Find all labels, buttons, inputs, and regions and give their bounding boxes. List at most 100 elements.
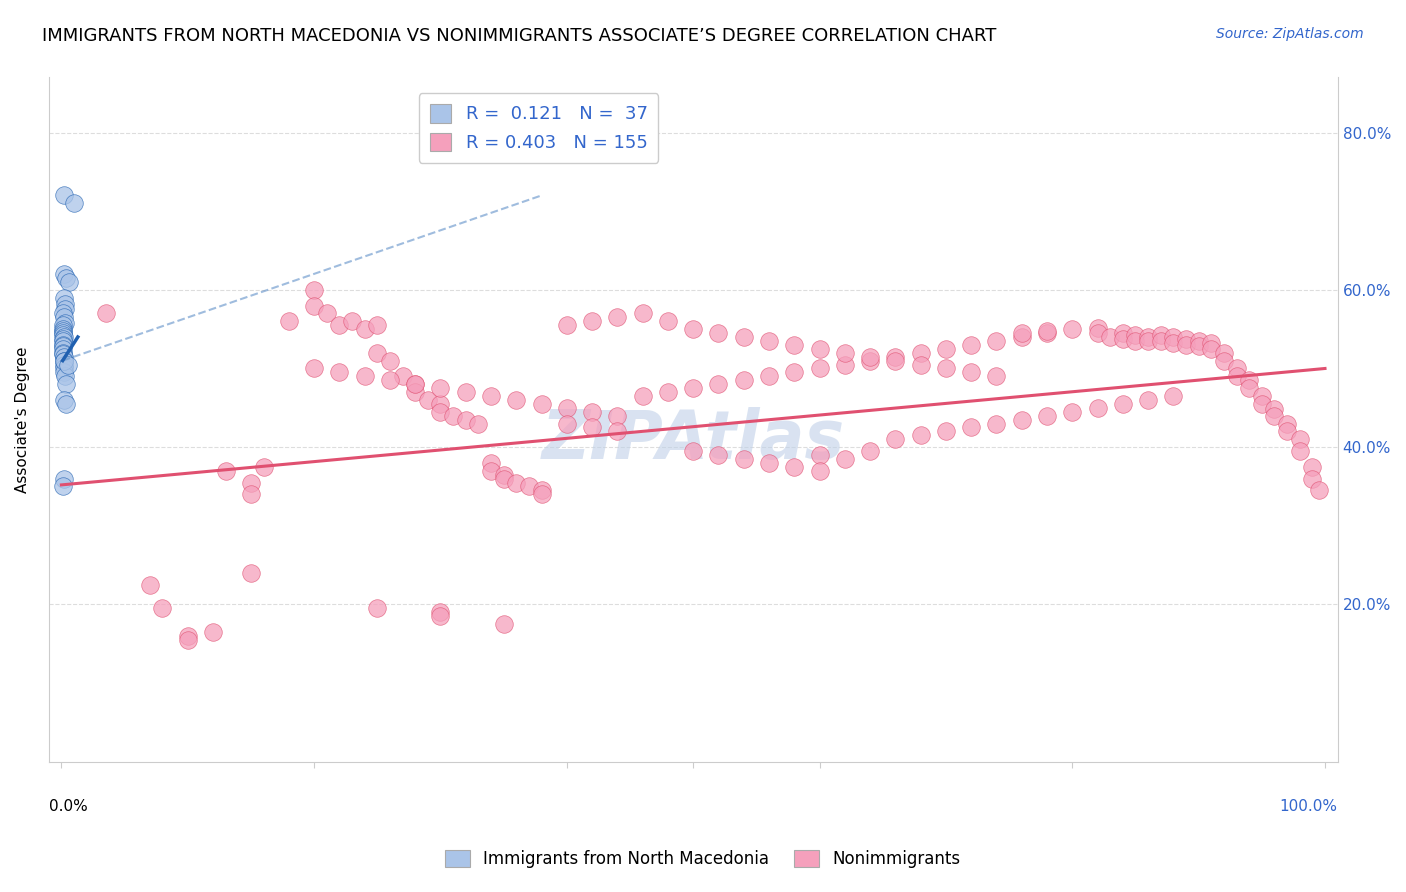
Point [479,464,502,478]
Point [606,310,628,325]
Point [1036,324,1059,338]
Point [1150,334,1173,348]
Point [52,291,75,305]
Point [986,334,1008,348]
Point [1112,326,1135,340]
Point [94,306,117,320]
Point [55,377,77,392]
Point [302,361,325,376]
Point [52,306,75,320]
Point [366,601,388,615]
Point [492,472,515,486]
Point [960,338,983,352]
Point [1225,369,1247,384]
Point [505,392,527,407]
Point [834,358,856,372]
Point [1099,330,1122,344]
Point [555,417,578,431]
Point [1288,432,1310,446]
Point [1250,397,1272,411]
Point [783,366,806,380]
Point [429,381,451,395]
Point [177,629,200,643]
Point [517,479,540,493]
Point [733,330,755,344]
Point [52,310,75,325]
Point [707,377,730,392]
Point [1275,425,1298,439]
Point [52,358,75,372]
Point [1201,336,1223,351]
Point [52,322,75,336]
Point [492,617,515,632]
Point [1163,389,1185,403]
Point [52,332,75,346]
Point [353,322,375,336]
Point [783,459,806,474]
Point [328,318,350,333]
Point [910,345,932,359]
Point [1212,345,1234,359]
Point [1225,361,1247,376]
Point [1087,320,1109,334]
Point [429,397,451,411]
Point [1011,330,1033,344]
Point [63,196,86,211]
Point [1087,401,1109,415]
Point [53,316,76,330]
Point [1150,328,1173,343]
Point [986,417,1008,431]
Point [340,314,363,328]
Point [404,377,426,392]
Point [315,306,337,320]
Point [53,369,76,384]
Point [986,369,1008,384]
Point [52,326,75,340]
Point [758,334,780,348]
Point [52,353,75,368]
Point [1087,326,1109,340]
Point [1308,483,1330,498]
Point [682,381,704,395]
Point [52,267,75,281]
Point [239,487,262,501]
Point [1062,405,1084,419]
Point [1112,332,1135,346]
Point [733,373,755,387]
Point [581,405,603,419]
Point [1036,326,1059,340]
Point [935,425,957,439]
Point [935,361,957,376]
Point [53,302,76,317]
Point [353,369,375,384]
Point [631,306,654,320]
Point [555,318,578,333]
Point [808,361,831,376]
Point [1288,444,1310,458]
Point [783,338,806,352]
Point [52,472,75,486]
Point [859,353,882,368]
Point [758,369,780,384]
Point [808,342,831,356]
Point [606,409,628,423]
Point [404,385,426,400]
Point [859,444,882,458]
Point [366,318,388,333]
Point [1263,409,1285,423]
Point [1125,327,1147,342]
Text: 0.0%: 0.0% [49,799,87,814]
Point [52,353,75,368]
Point [58,275,80,289]
Point [1011,412,1033,426]
Point [416,392,439,407]
Point [214,464,236,478]
Point [910,428,932,442]
Point [1275,417,1298,431]
Point [52,339,75,353]
Point [52,342,75,356]
Point [52,338,75,352]
Point [859,350,882,364]
Point [1301,472,1323,486]
Point [884,350,907,364]
